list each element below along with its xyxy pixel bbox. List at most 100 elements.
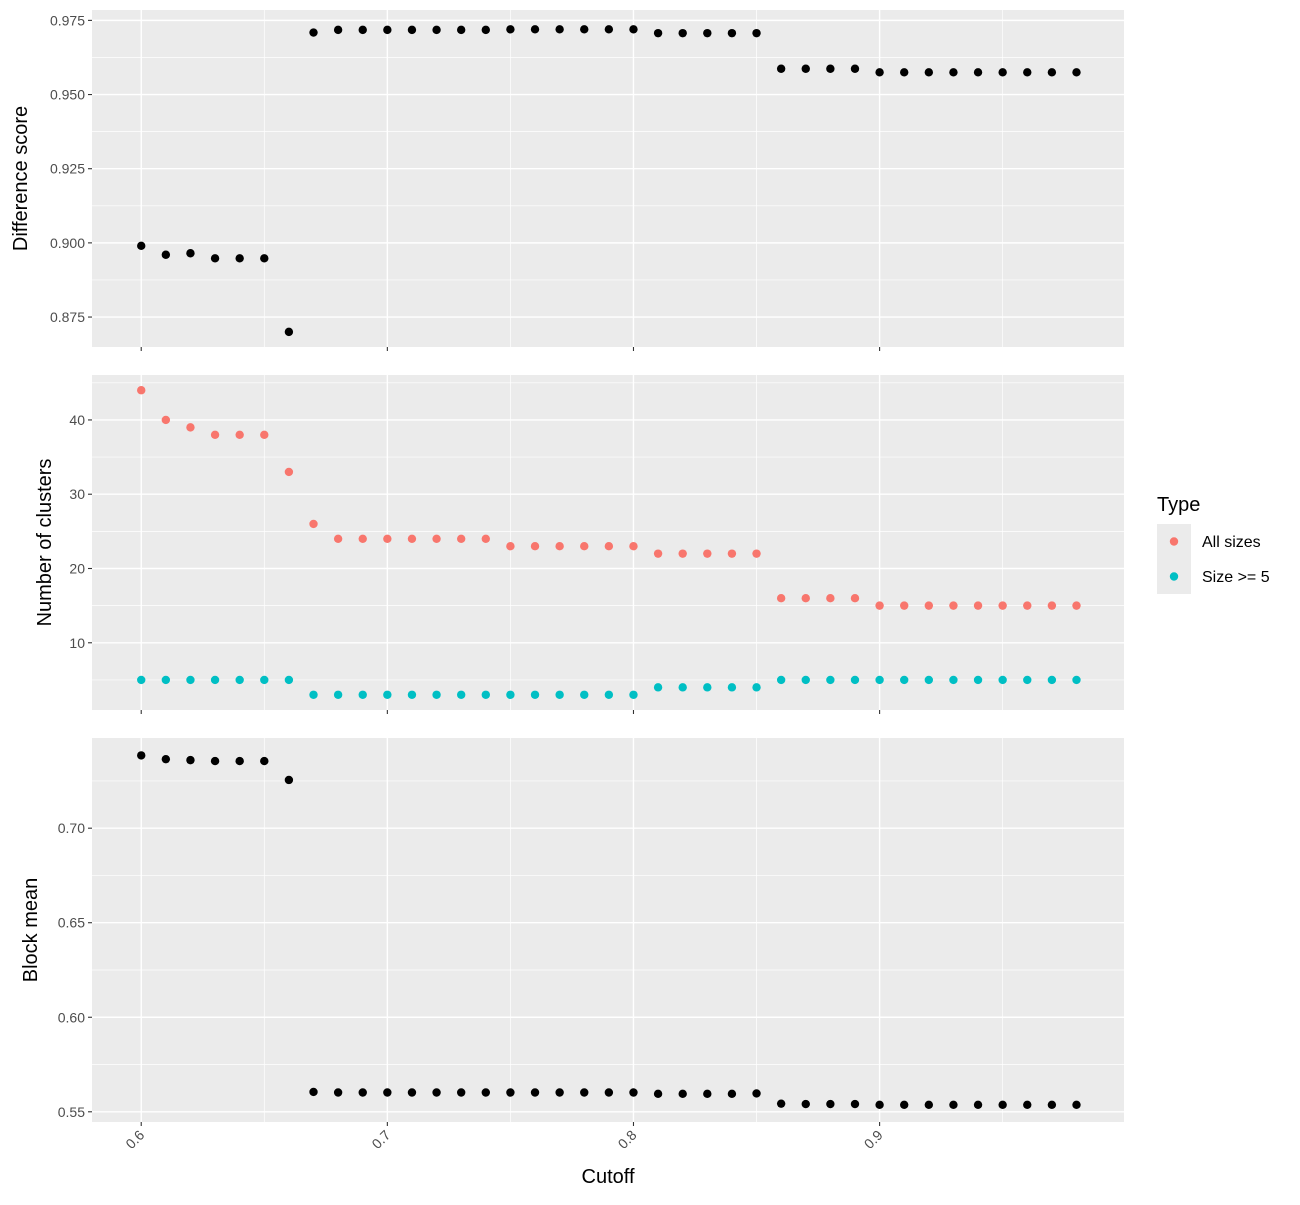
data-point [1047, 68, 1057, 77]
data-point [1047, 1100, 1057, 1109]
data-point [186, 249, 195, 258]
data-point-size-5 [210, 675, 220, 685]
data-point-size-5 [727, 683, 737, 692]
data-point-all-sizes [235, 430, 244, 439]
data-point-all-sizes [653, 549, 663, 558]
y-tick-label: 10 [69, 635, 85, 651]
data-point-size-5 [530, 690, 540, 699]
data-point [456, 1088, 466, 1097]
data-point [1072, 68, 1081, 77]
data-point [875, 68, 884, 77]
data-point [801, 64, 810, 73]
data-point-all-sizes [580, 542, 589, 551]
data-point [210, 254, 220, 263]
data-point-all-sizes [1047, 601, 1057, 610]
y-tick-label: 0.55 [58, 1104, 85, 1120]
data-point-size-5 [924, 675, 934, 685]
data-point-size-5 [456, 690, 466, 699]
data-point-all-sizes [161, 415, 171, 425]
panel-background-1 [92, 10, 1124, 347]
data-point-all-sizes [555, 542, 564, 551]
data-point [850, 1099, 860, 1109]
data-point [678, 28, 687, 38]
data-point-size-5 [629, 690, 638, 699]
data-point-all-sizes [801, 594, 810, 603]
data-point [776, 1099, 786, 1108]
y-tick-label: 0.65 [58, 915, 85, 931]
data-point-size-5 [973, 675, 983, 685]
data-point-all-sizes [1072, 601, 1081, 610]
data-point-all-sizes [284, 467, 294, 477]
data-point [481, 25, 490, 35]
data-point [309, 1087, 318, 1097]
data-point-all-sizes [506, 542, 515, 551]
x-tick-label: 0.7 [368, 1127, 393, 1152]
data-point-size-5 [235, 675, 244, 685]
data-point [235, 756, 244, 766]
y-axis-title: Difference score [10, 106, 32, 251]
y-axis-title: Block mean [20, 878, 42, 983]
data-point-size-5 [161, 675, 171, 685]
data-point-all-sizes [924, 601, 934, 610]
data-point [284, 327, 294, 337]
y-tick-label: 0.900 [50, 235, 85, 251]
data-point-all-sizes [826, 594, 835, 603]
data-point-size-5 [875, 675, 884, 685]
data-point-size-5 [284, 675, 294, 685]
data-point [407, 1088, 417, 1097]
data-point-size-5 [998, 675, 1007, 685]
data-point [850, 64, 860, 73]
data-point [1023, 68, 1032, 77]
y-tick-label: 0.950 [50, 87, 85, 103]
data-point-all-sizes [309, 519, 318, 529]
data-point-size-5 [801, 675, 810, 685]
data-point-all-sizes [383, 534, 392, 543]
data-point-all-sizes [850, 594, 860, 603]
data-point [875, 1100, 884, 1109]
data-point [604, 25, 614, 34]
data-point [481, 1088, 490, 1097]
data-point [801, 1099, 810, 1109]
y-tick-label: 0.875 [50, 309, 85, 325]
x-axis-title: Cutoff [582, 1166, 635, 1188]
y-axis-title: Number of clusters [34, 459, 56, 627]
data-point-all-sizes [776, 594, 786, 603]
data-point-all-sizes [530, 542, 540, 551]
data-point [555, 25, 564, 34]
data-point-all-sizes [678, 549, 687, 558]
data-point [653, 28, 663, 38]
data-point-all-sizes [260, 430, 269, 439]
data-point-all-sizes [629, 542, 638, 551]
y-tick-label: 30 [69, 486, 85, 502]
data-point-size-5 [432, 690, 441, 699]
data-point [752, 1089, 761, 1098]
data-point [333, 1088, 343, 1097]
data-point [924, 68, 934, 77]
data-point-all-sizes [604, 542, 614, 551]
y-tick-label: 0.925 [50, 161, 85, 177]
data-point [949, 1100, 958, 1109]
data-point [949, 68, 958, 77]
data-point [998, 68, 1007, 77]
data-point [580, 25, 589, 34]
data-point-all-sizes [481, 534, 490, 543]
data-point-all-sizes [456, 534, 466, 543]
data-point [530, 25, 540, 34]
data-point-size-5 [1023, 675, 1032, 685]
legend-key-marker [1169, 537, 1179, 546]
data-point [383, 25, 392, 35]
data-point-size-5 [776, 675, 786, 685]
data-point [161, 754, 171, 764]
legend-entry-label: Size >= 5 [1202, 569, 1270, 586]
data-point-size-5 [580, 690, 589, 699]
data-point [161, 250, 171, 259]
data-point [358, 1088, 367, 1097]
data-point [186, 755, 195, 765]
legend-key-marker [1169, 572, 1179, 581]
legend-entry-label: All sizes [1202, 534, 1261, 551]
y-tick-label: 0.975 [50, 12, 85, 28]
data-point-size-5 [653, 683, 663, 692]
data-point [727, 28, 737, 38]
data-point [826, 64, 835, 73]
data-point-size-5 [186, 675, 195, 685]
